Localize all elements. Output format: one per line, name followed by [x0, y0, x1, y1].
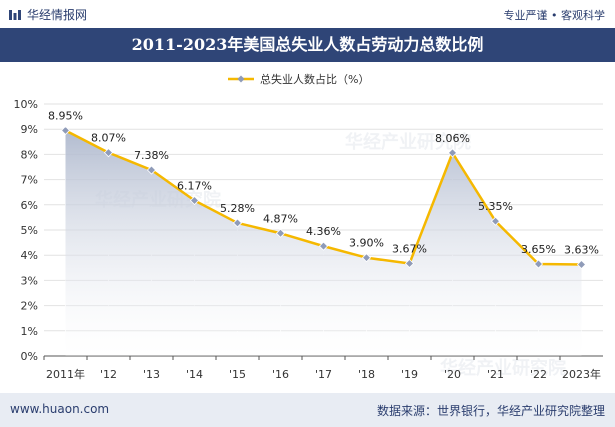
watermark-text: 华经产业研究院	[345, 131, 471, 153]
line-chart: 华经产业研究院华经产业研究院华经产业研究院 总失业人数占比（%） 0%1%2%3…	[14, 72, 603, 381]
series-area	[65, 130, 582, 356]
legend: 总失业人数占比（%）	[228, 72, 369, 86]
data-label: 8.06%	[435, 132, 470, 145]
y-tick-label: 2%	[21, 300, 38, 313]
data-label: 3.65%	[521, 243, 556, 256]
data-point	[275, 228, 286, 238]
brand-logo-icon	[9, 9, 21, 20]
brand-name: 华经情报网	[27, 8, 88, 22]
watermark-text: 华经产业研究院	[440, 357, 566, 379]
data-label: 4.87%	[263, 212, 298, 225]
data-point	[447, 148, 458, 158]
x-tick-label: '12	[100, 368, 117, 381]
data-label: 3.90%	[349, 237, 384, 250]
brand: 华经情报网	[8, 6, 87, 23]
data-point	[533, 259, 544, 269]
y-tick-label: 3%	[21, 274, 38, 287]
x-tick-label: 2011年	[46, 367, 85, 381]
data-label: 3.63%	[564, 244, 599, 257]
data-label: 8.95%	[48, 109, 83, 122]
x-tick-label: '15	[229, 368, 246, 381]
y-tick-label: 9%	[21, 123, 38, 136]
legend-marker	[237, 75, 245, 83]
data-label: 3.67%	[392, 243, 427, 256]
data-label: 6.17%	[177, 180, 212, 193]
data-label: 7.38%	[134, 149, 169, 162]
website-link[interactable]: www.huaon.com	[10, 402, 110, 416]
y-tick-label: 7%	[21, 174, 38, 187]
data-point	[146, 165, 157, 175]
data-label: 5.28%	[220, 202, 255, 215]
x-tick-label: '21	[487, 368, 504, 381]
x-tick-label: '22	[530, 368, 547, 381]
title-bar: 2011-2023年美国总失业人数占劳动力总数比例	[0, 28, 615, 62]
data-point	[576, 259, 587, 270]
y-tick-label: 10%	[14, 98, 38, 111]
data-label: 8.07%	[91, 132, 126, 145]
x-tick-label: '13	[143, 368, 160, 381]
x-tick-label: '17	[315, 368, 332, 381]
y-tick-label: 4%	[21, 249, 38, 262]
data-point	[232, 218, 243, 228]
y-tick-label: 5%	[21, 224, 38, 237]
data-label: 5.35%	[478, 200, 513, 213]
x-tick-label: '19	[401, 368, 418, 381]
legend-label: 总失业人数占比（%）	[260, 72, 369, 86]
x-tick-label: '18	[358, 368, 375, 381]
x-tick-label: '14	[186, 368, 203, 381]
data-point	[60, 125, 71, 136]
data-label: 4.36%	[306, 225, 341, 238]
y-axis: 0% 1% 2% 3% 4% 5% 6% 7% 8% 9% 10%	[14, 98, 38, 363]
data-point	[490, 216, 501, 226]
data-point	[404, 258, 415, 269]
data-point	[189, 195, 200, 206]
tagline: 专业严谨 • 客观科学	[503, 9, 605, 22]
plot-area: 8.95% 8.07% 7.38% 6.17% 5.28% 4.87% 4.36% 3.90%…	[48, 109, 599, 356]
y-tick-label: 0%	[21, 350, 38, 363]
data-point	[103, 148, 114, 158]
x-tick-label: '16	[272, 368, 289, 381]
data-point	[318, 241, 329, 251]
y-tick-label: 8%	[21, 148, 38, 161]
chart-title: 2011-2023年美国总失业人数占劳动力总数比例	[131, 35, 484, 54]
y-tick-label: 6%	[21, 199, 38, 212]
x-tick-label: 2023年	[562, 367, 601, 381]
top-bar: 华经情报网 专业严谨 • 客观科学	[0, 0, 615, 28]
y-tick-label: 1%	[21, 325, 38, 338]
x-tick-label: '20	[444, 368, 461, 381]
data-source: 数据来源：世界银行，华经产业研究院整理	[376, 404, 605, 418]
footer: www.huaon.com 数据来源：世界银行，华经产业研究院整理	[0, 393, 615, 427]
data-point	[361, 253, 372, 263]
